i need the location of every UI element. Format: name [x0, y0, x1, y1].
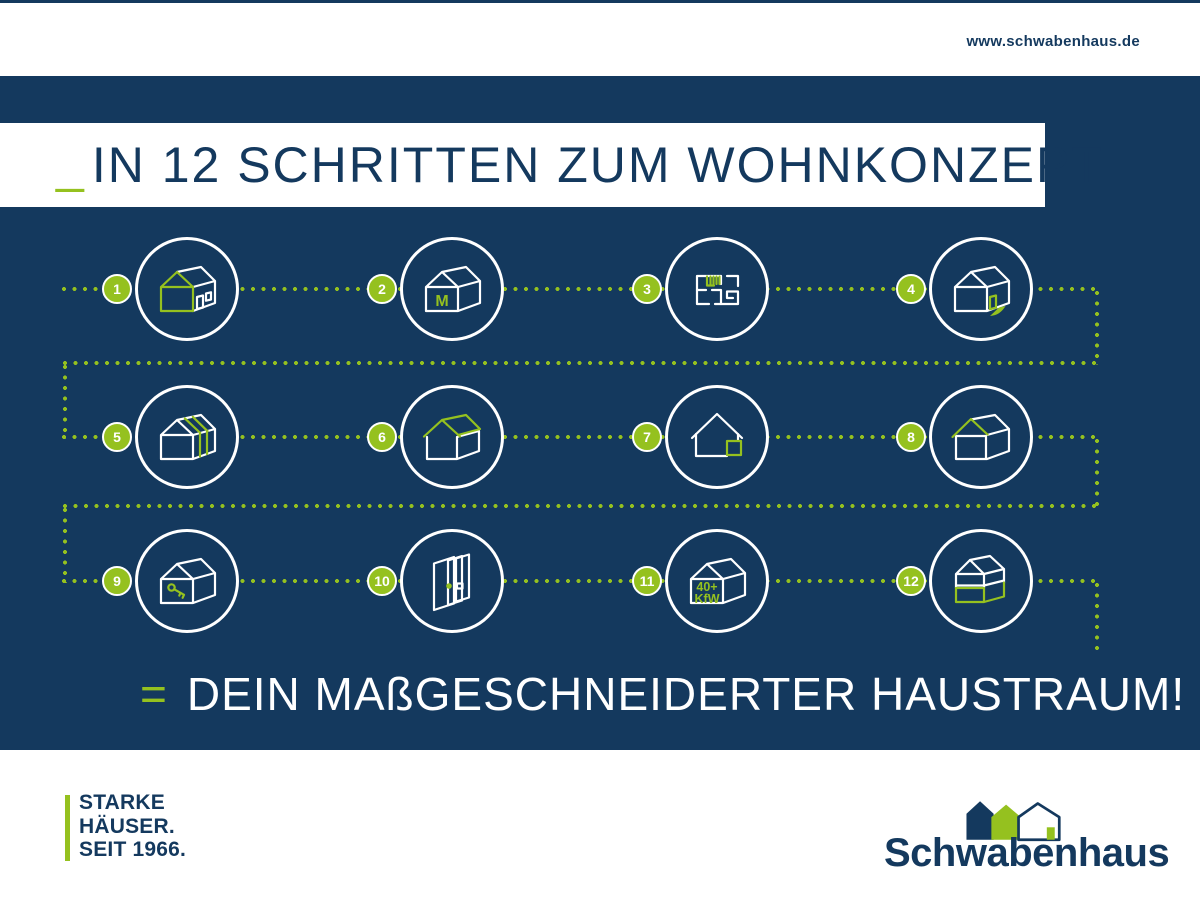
- brand-claim: STARKE HÄUSER. SEIT 1966.: [79, 791, 186, 862]
- step-4-number: 4: [907, 281, 915, 297]
- step-3-badge: 3: [632, 274, 662, 304]
- step-1-circle: [135, 237, 239, 341]
- step-10-circle: [400, 529, 504, 633]
- entrance-door-icon: [953, 265, 1011, 316]
- construction-stages-icon: [159, 413, 217, 461]
- step-3-circle: [665, 237, 769, 341]
- connector-right-down-3: [1095, 583, 1099, 655]
- floor-plan-icon: [695, 274, 740, 306]
- door-selection-icon: [432, 553, 471, 612]
- step-6-circle: [400, 385, 504, 489]
- top-border: [0, 0, 1200, 3]
- step-1-badge: 1: [102, 274, 132, 304]
- house-exterior-icon: [159, 265, 217, 313]
- step-2-circle: M: [400, 237, 504, 341]
- step-6-badge: 6: [367, 422, 397, 452]
- green-roof-icon: [422, 413, 482, 461]
- connector-right-down-1: [1095, 291, 1099, 365]
- connector-row-2: [62, 435, 1099, 439]
- step-5-number: 5: [113, 429, 121, 445]
- step-8-badge: 8: [896, 422, 926, 452]
- connector-return-2: [63, 504, 1099, 508]
- m-label: M: [435, 293, 448, 310]
- step-12-number: 12: [903, 573, 919, 589]
- step-11-badge: 11: [632, 566, 662, 596]
- step-10-number: 10: [374, 573, 390, 589]
- step-5-circle: [135, 385, 239, 489]
- connector-row-1: [62, 287, 1099, 291]
- step-7-badge: 7: [632, 422, 662, 452]
- kfw-label-line1: 40+: [696, 580, 717, 594]
- logo-wordmark: Schwabenhaus: [884, 831, 1170, 875]
- step-8-number: 8: [907, 429, 915, 445]
- page-title: _ IN 12 SCHRITTEN ZUM WOHNKONZEPT: [0, 136, 1104, 194]
- title-underscore: _: [56, 137, 86, 193]
- connector-left-down-1: [63, 365, 67, 439]
- step-4-circle: [929, 237, 1033, 341]
- step-2-number: 2: [378, 281, 386, 297]
- formula-text: DEIN MAßGESCHNEIDERTER HAUSTRAUM!: [186, 668, 1186, 720]
- show-home-m-icon: M: [424, 265, 482, 313]
- step-11-circle: 40+ KfW: [665, 529, 769, 633]
- step-2-badge: 2: [367, 274, 397, 304]
- step-9-badge: 9: [102, 566, 132, 596]
- step-9-number: 9: [113, 573, 121, 589]
- kfw-efficiency-icon: 40+ KfW: [689, 557, 747, 606]
- step-5-badge: 5: [102, 422, 132, 452]
- step-7-number: 7: [643, 429, 651, 445]
- title-text: IN 12 SCHRITTEN ZUM WOHNKONZEPT: [91, 137, 1104, 193]
- basement-icon: [954, 554, 1006, 604]
- step-1-number: 1: [113, 281, 121, 297]
- claim-line-3: SEIT 1966.: [79, 838, 187, 861]
- house-extension-icon: [690, 412, 744, 458]
- formula-line: = DEIN MAßGESCHNEIDERTER HAUSTRAUM!: [140, 664, 1185, 724]
- step-3-number: 3: [643, 281, 651, 297]
- key-handover-icon: [159, 557, 217, 605]
- title-banner: _ IN 12 SCHRITTEN ZUM WOHNKONZEPT: [0, 123, 1102, 207]
- step-8-circle: [929, 385, 1033, 489]
- claim-line-1: STARKE: [79, 791, 165, 814]
- website-url: www.schwabenhaus.de: [966, 33, 1140, 50]
- step-12-circle: [929, 529, 1033, 633]
- connector-right-down-2: [1095, 439, 1099, 508]
- roof-trim-icon: [951, 413, 1011, 461]
- step-12-badge: 12: [896, 566, 926, 596]
- step-7-circle: [665, 385, 769, 489]
- step-6-number: 6: [378, 429, 386, 445]
- logo-houses-icon: [964, 799, 1064, 847]
- step-11-number: 11: [639, 573, 655, 589]
- step-10-badge: 10: [367, 566, 397, 596]
- step-9-circle: [135, 529, 239, 633]
- connector-row-3: [62, 579, 1099, 583]
- connector-return-1: [63, 361, 1099, 365]
- step-4-badge: 4: [896, 274, 926, 304]
- connector-left-down-2: [63, 508, 67, 583]
- equals-sign: =: [140, 668, 167, 720]
- kfw-label-line2: KfW: [695, 592, 720, 606]
- claim-line-2: HÄUSER.: [79, 814, 175, 838]
- claim-accent-bar: [65, 795, 70, 861]
